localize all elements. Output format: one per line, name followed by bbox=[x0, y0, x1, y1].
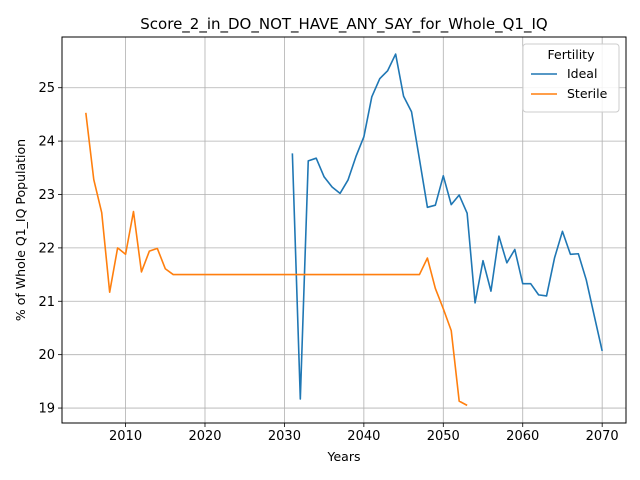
series-lines bbox=[85, 53, 603, 407]
x-tick-label: 2020 bbox=[188, 429, 221, 444]
x-tick-label: 2060 bbox=[506, 429, 539, 444]
y-tick-label: 23 bbox=[38, 188, 55, 203]
legend-label-ideal: Ideal bbox=[567, 66, 597, 81]
plot-frame bbox=[61, 36, 627, 424]
x-tick-label: 2050 bbox=[427, 429, 460, 444]
y-tick-label: 24 bbox=[38, 135, 55, 150]
y-tick-label: 25 bbox=[38, 81, 55, 96]
x-tick-label: 2010 bbox=[109, 429, 142, 444]
x-axis-label: Years bbox=[327, 449, 361, 464]
legend-label-sterile: Sterile bbox=[567, 86, 608, 101]
y-axis-label: % of Whole Q1_IQ Population bbox=[13, 139, 28, 321]
legend-box bbox=[522, 43, 620, 113]
chart-title: Score_2_in_DO_NOT_HAVE_ANY_SAY_for_Whole… bbox=[140, 15, 547, 34]
legend-title: Fertility bbox=[548, 47, 596, 62]
y-tick-label: 20 bbox=[38, 348, 55, 363]
series-line-sterile bbox=[85, 112, 468, 407]
axis-ticks: 2010 2020 2030 2040 2050 2060 2070 19 20 21 22 23 24… bbox=[38, 81, 618, 444]
x-tick-label: 2070 bbox=[586, 429, 619, 444]
legend: Fertility Ideal Sterile bbox=[522, 43, 620, 113]
series-line-ideal bbox=[291, 53, 603, 400]
x-tick-label: 2030 bbox=[268, 429, 301, 444]
y-tick-label: 19 bbox=[38, 402, 55, 417]
y-tick-label: 21 bbox=[38, 295, 55, 310]
x-tick-label: 2040 bbox=[347, 429, 380, 444]
y-tick-label: 22 bbox=[38, 241, 55, 256]
